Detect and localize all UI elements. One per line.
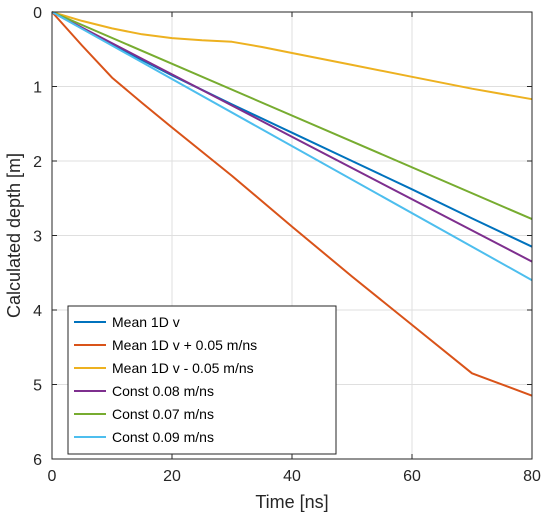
y-tick-label: 3	[33, 229, 42, 246]
legend-box	[67, 305, 337, 455]
y-axis-label: Calculated depth [m]	[4, 153, 24, 318]
y-tick-label: 5	[33, 378, 42, 395]
series-line-3	[51, 11, 533, 101]
y-tick-label: 1	[33, 80, 42, 97]
y-tick-label: 4	[33, 303, 42, 320]
series-line-6	[51, 11, 533, 282]
x-tick-label: 20	[163, 468, 181, 485]
x-tick-label: 60	[403, 468, 421, 485]
y-tick-label: 0	[33, 5, 42, 22]
y-tick-label: 6	[33, 452, 42, 469]
x-tick-label: 40	[283, 468, 301, 485]
series-line-5	[51, 11, 533, 221]
series-line-2	[51, 11, 533, 397]
series-line-4	[51, 11, 533, 263]
x-axis-label: Time [ns]	[255, 492, 328, 512]
legend-label: Const 0.09 m/ns	[112, 429, 214, 445]
legend-label: Mean 1D v	[112, 314, 180, 330]
legend-label: Mean 1D v - 0.05 m/ns	[112, 360, 254, 376]
x-tick-label: 80	[523, 468, 541, 485]
series-line-1	[51, 11, 533, 248]
series-lines	[51, 11, 533, 397]
x-tick-label: 0	[48, 468, 57, 485]
legend-label: Const 0.07 m/ns	[112, 406, 214, 422]
legend-label: Const 0.08 m/ns	[112, 383, 214, 399]
legend: Mean 1D v Mean 1D v + 0.05 m/ns Mean 1D v …	[67, 305, 337, 455]
y-tick-label: 2	[33, 154, 42, 171]
axis-ticks: 0 20 40 60 80 0 1 2 3 4 5 6	[33, 5, 541, 485]
legend-label: Mean 1D v + 0.05 m/ns	[112, 337, 257, 353]
